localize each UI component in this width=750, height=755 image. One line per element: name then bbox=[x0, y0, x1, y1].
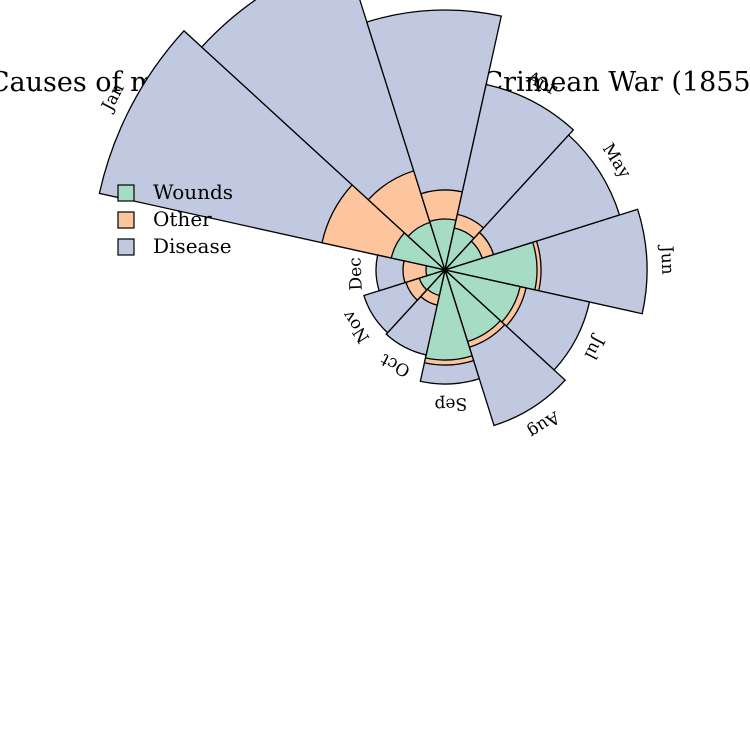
legend-swatch-other bbox=[117, 211, 135, 229]
month-label-nov: Nov bbox=[338, 306, 374, 346]
wedge-sep-wounds bbox=[424, 267, 473, 361]
legend-label-other: Other bbox=[153, 207, 212, 231]
legend-label-wounds: Wounds bbox=[153, 180, 233, 204]
wedge-mar-disease bbox=[366, 9, 503, 273]
wedge-jun-disease bbox=[442, 208, 648, 315]
month-label-dec: Dec bbox=[345, 257, 366, 291]
wedge-dec-wounds bbox=[425, 265, 448, 277]
legend-swatch-disease bbox=[117, 238, 135, 256]
month-label-oct: Oct bbox=[377, 349, 413, 381]
wedge-dec-other bbox=[402, 260, 448, 284]
wedges-layer bbox=[98, 0, 648, 427]
legend: Wounds Other Disease bbox=[117, 180, 233, 258]
legend-label-disease: Disease bbox=[153, 234, 232, 258]
month-label-mar: Mar bbox=[415, 0, 452, 1]
legend-swatch-wounds bbox=[117, 184, 135, 202]
wedge-may-disease bbox=[442, 134, 621, 272]
month-label-sep: Sep bbox=[434, 393, 468, 414]
month-label-jun: Jun bbox=[656, 244, 677, 276]
month-label-aug: Aug bbox=[523, 406, 563, 442]
month-label-jul: Jul bbox=[580, 331, 609, 363]
month-label-may: May bbox=[598, 140, 635, 182]
